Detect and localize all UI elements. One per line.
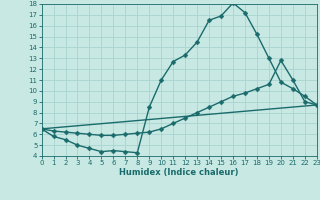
X-axis label: Humidex (Indice chaleur): Humidex (Indice chaleur) bbox=[119, 168, 239, 177]
